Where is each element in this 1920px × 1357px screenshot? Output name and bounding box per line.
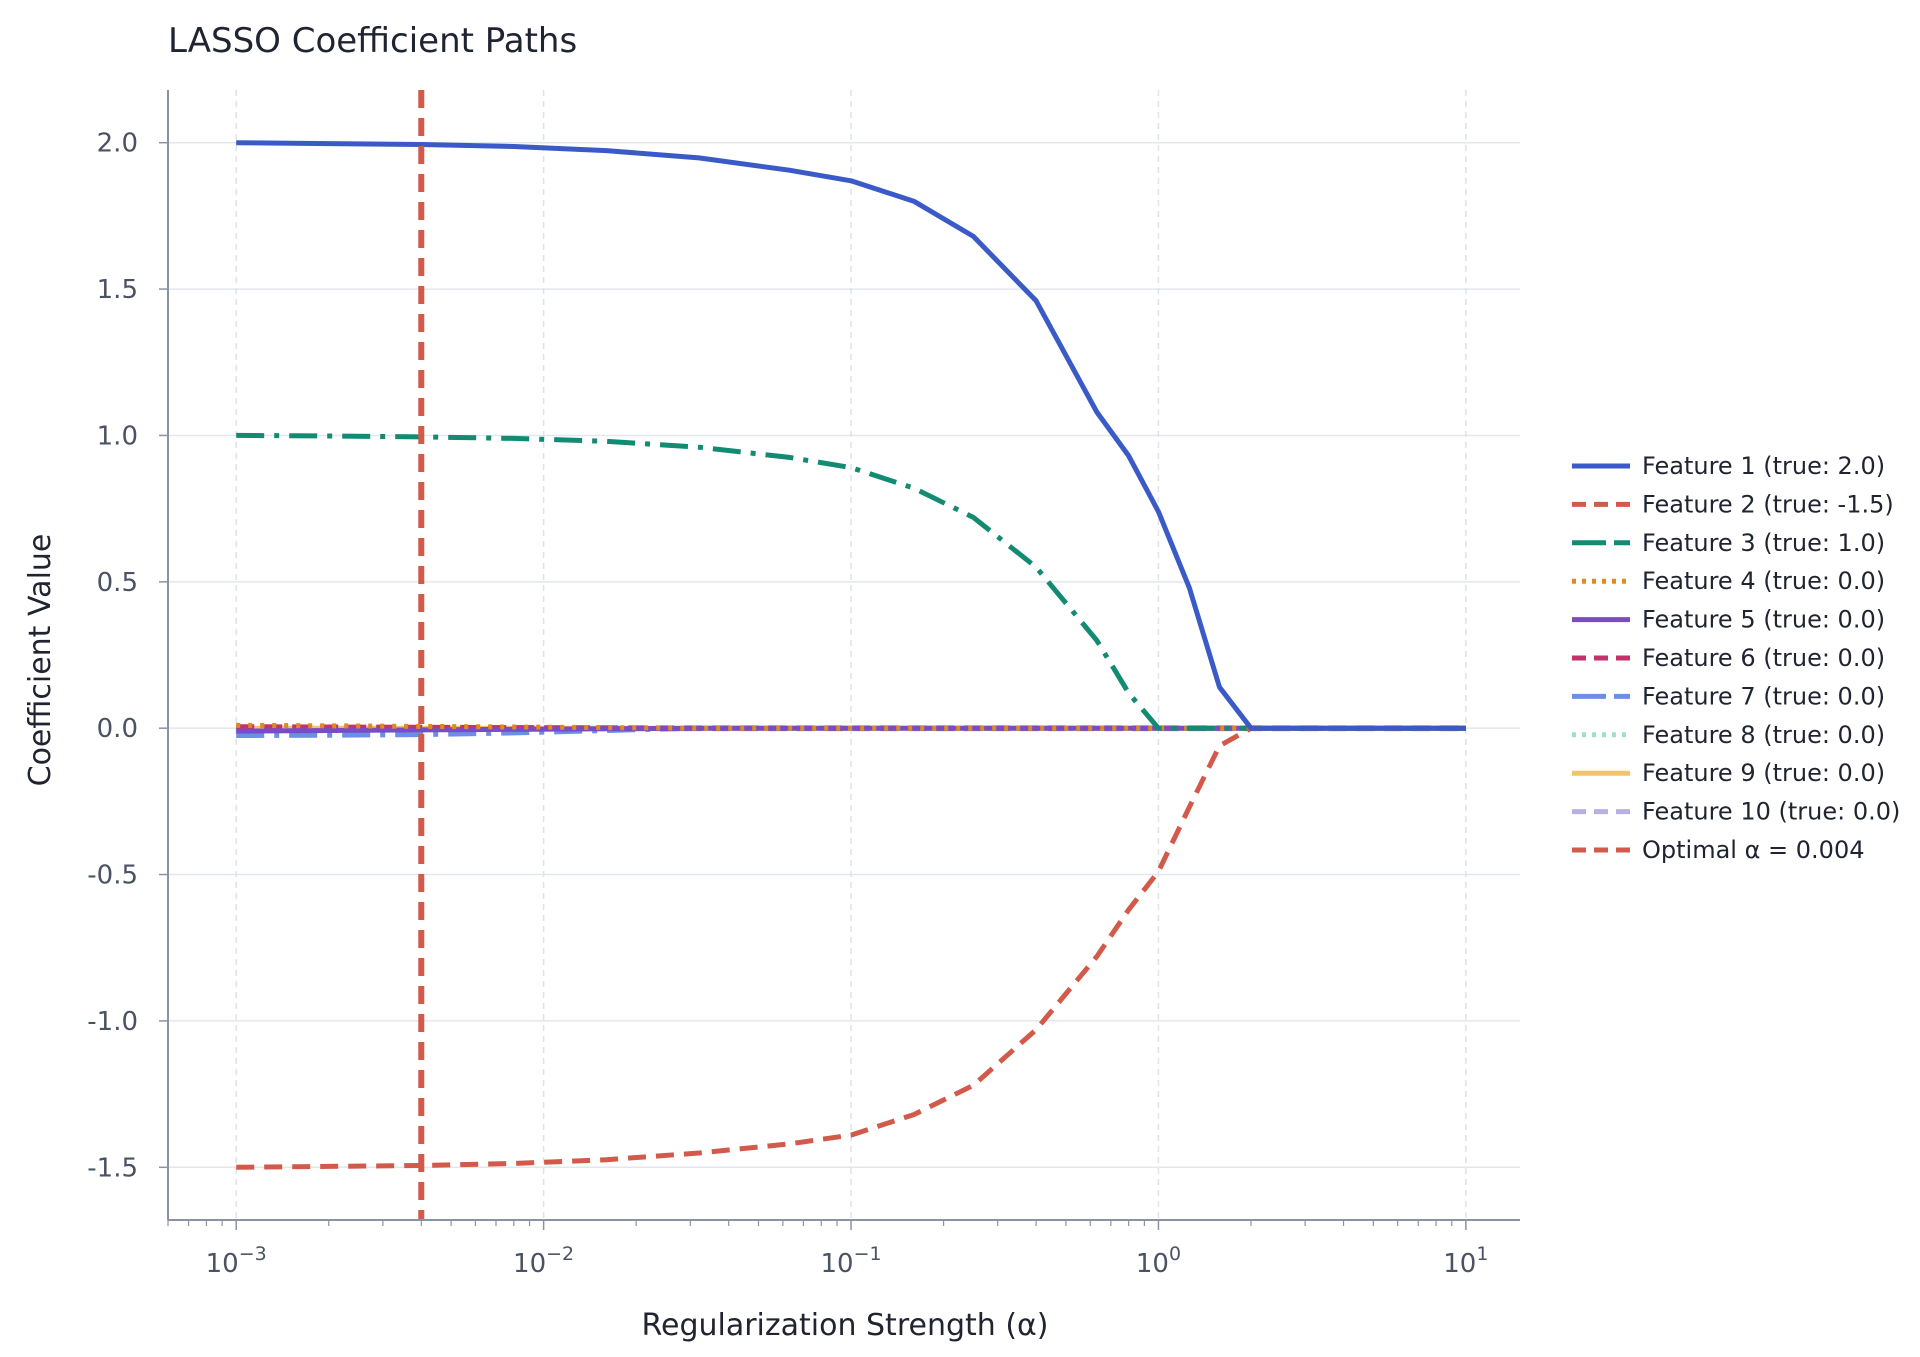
x-tick-label: 101 bbox=[1443, 1243, 1488, 1279]
y-tick-label: 0.5 bbox=[97, 568, 138, 598]
legend-item: Feature 1 (true: 2.0) bbox=[1572, 452, 1885, 480]
legend-label: Feature 3 (true: 1.0) bbox=[1642, 529, 1885, 557]
x-tick-label: 10−3 bbox=[206, 1243, 267, 1279]
x-tick-label: 100 bbox=[1136, 1243, 1181, 1279]
y-tick-label: 2.0 bbox=[97, 129, 138, 159]
y-axis-label: Coefficient Value bbox=[23, 534, 58, 787]
y-tick-label: 0.0 bbox=[97, 714, 138, 744]
y-tick-label: -0.5 bbox=[87, 861, 138, 891]
x-tick-exponent: 1 bbox=[1476, 1243, 1488, 1265]
x-tick-base: 10 bbox=[513, 1249, 546, 1279]
legend-label: Feature 9 (true: 0.0) bbox=[1642, 759, 1885, 787]
series-line-feature-4 bbox=[236, 722, 1466, 731]
legend-item: Feature 9 (true: 0.0) bbox=[1572, 759, 1885, 787]
x-tick-label: 10−2 bbox=[513, 1243, 574, 1279]
series-layer bbox=[236, 90, 1466, 1220]
series-line-feature-3 bbox=[236, 432, 1466, 731]
legend-item: Feature 4 (true: 0.0) bbox=[1572, 567, 1885, 595]
grid-layer bbox=[168, 90, 1520, 1220]
x-tick-base: 10 bbox=[820, 1249, 853, 1279]
legend-item: Feature 2 (true: -1.5) bbox=[1572, 490, 1894, 518]
legend-label: Feature 1 (true: 2.0) bbox=[1642, 452, 1885, 480]
legend-label: Feature 5 (true: 0.0) bbox=[1642, 606, 1885, 634]
legend-item: Optimal α = 0.004 bbox=[1572, 836, 1864, 864]
y-tick-label: -1.0 bbox=[87, 1007, 138, 1037]
series-line-feature-1 bbox=[236, 140, 1466, 731]
axes-layer: -1.5-1.0-0.50.00.51.01.52.010−3 10−2 10−1 1… bbox=[87, 90, 1520, 1279]
legend-item: Feature 3 (true: 1.0) bbox=[1572, 529, 1885, 557]
chart-title: LASSO Coefficient Paths bbox=[168, 21, 577, 61]
x-tick-base: 10 bbox=[1443, 1249, 1476, 1279]
legend-item: Feature 8 (true: 0.0) bbox=[1572, 721, 1885, 749]
y-tick-label: 1.0 bbox=[97, 421, 138, 451]
legend-label: Feature 2 (true: -1.5) bbox=[1642, 490, 1894, 518]
legend-item: Feature 7 (true: 0.0) bbox=[1572, 682, 1885, 710]
legend: Feature 1 (true: 2.0) Feature 2 (true: -1… bbox=[1572, 452, 1900, 864]
legend-label: Feature 8 (true: 0.0) bbox=[1642, 721, 1885, 749]
x-tick-exponent: −3 bbox=[239, 1243, 267, 1265]
x-tick-base: 10 bbox=[1136, 1249, 1169, 1279]
legend-item: Feature 10 (true: 0.0) bbox=[1572, 798, 1900, 826]
series-line-feature-7 bbox=[236, 725, 1466, 738]
x-tick-base: 10 bbox=[206, 1249, 239, 1279]
x-tick-exponent: −1 bbox=[854, 1243, 882, 1265]
x-tick-exponent: −2 bbox=[546, 1243, 574, 1265]
y-tick-label: 1.5 bbox=[97, 275, 138, 305]
x-tick-exponent: 0 bbox=[1169, 1243, 1181, 1265]
x-axis-label: Regularization Strength (α) bbox=[641, 1308, 1048, 1343]
legend-item: Feature 6 (true: 0.0) bbox=[1572, 644, 1885, 672]
legend-label: Optimal α = 0.004 bbox=[1642, 836, 1864, 864]
legend-label: Feature 10 (true: 0.0) bbox=[1642, 798, 1900, 826]
legend-label: Feature 7 (true: 0.0) bbox=[1642, 682, 1885, 710]
legend-item: Feature 5 (true: 0.0) bbox=[1572, 606, 1885, 634]
legend-label: Feature 6 (true: 0.0) bbox=[1642, 644, 1885, 672]
y-tick-label: -1.5 bbox=[87, 1153, 138, 1183]
x-tick-label: 10−1 bbox=[820, 1243, 881, 1279]
legend-label: Feature 4 (true: 0.0) bbox=[1642, 567, 1885, 595]
